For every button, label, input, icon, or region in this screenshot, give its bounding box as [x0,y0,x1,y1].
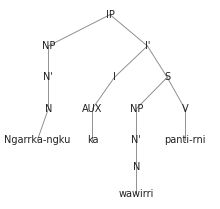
Text: N': N' [132,135,141,145]
Text: N': N' [44,72,53,82]
Text: I: I [113,72,116,82]
Text: NP: NP [42,41,55,51]
Text: I': I' [145,41,150,51]
Text: ka: ka [87,135,98,145]
Text: panti-rni: panti-rni [164,135,205,145]
Text: IP: IP [106,10,114,20]
Text: S: S [164,72,170,82]
Text: NP: NP [130,104,143,114]
Text: AUX: AUX [82,104,103,114]
Text: wawirri: wawirri [119,189,154,199]
Text: N: N [133,162,140,172]
Text: N: N [45,104,52,114]
Text: Ngarrka-ngku: Ngarrka-ngku [4,135,71,145]
Text: V: V [182,104,188,114]
